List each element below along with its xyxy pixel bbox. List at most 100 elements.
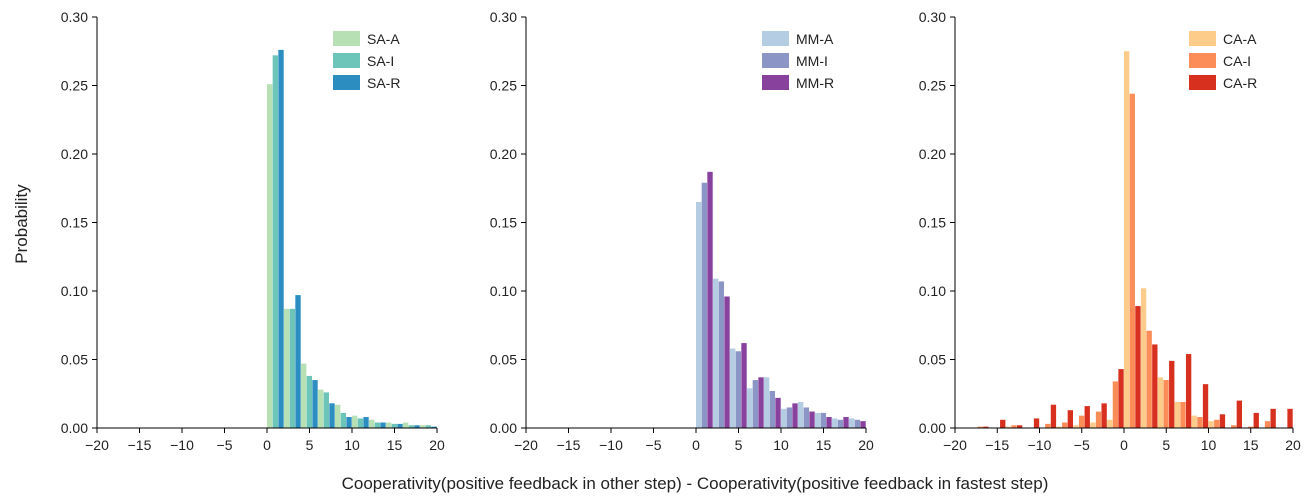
bar <box>397 423 403 428</box>
legend-label: MM-R <box>796 75 834 91</box>
bar <box>1214 419 1220 428</box>
bar <box>1185 354 1192 428</box>
x-tick-label: 15 <box>387 437 403 453</box>
x-tick-label: 20 <box>429 437 445 453</box>
bar <box>730 348 736 428</box>
bar <box>369 419 375 428</box>
x-tick-label: 0 <box>692 437 700 453</box>
bar <box>1084 406 1090 428</box>
bar <box>803 407 810 428</box>
bar <box>1067 410 1073 428</box>
bar <box>1135 306 1141 428</box>
legend-label: CA-I <box>1223 53 1251 69</box>
bar <box>826 417 832 428</box>
bar <box>318 389 324 428</box>
bar <box>815 412 821 428</box>
bar <box>1033 418 1040 428</box>
bar <box>1056 426 1062 428</box>
y-tick-label: 0.05 <box>919 352 946 368</box>
x-axis-label: Cooperativity(positive feedback in other… <box>342 474 1049 493</box>
legend: MM-A MM-I MM-R <box>762 31 834 91</box>
bar <box>1016 425 1023 428</box>
bar <box>312 380 318 428</box>
y-tick-label: 0.30 <box>61 9 88 25</box>
legend-label: CA-A <box>1223 31 1257 47</box>
bar <box>425 425 432 428</box>
x-tick-label: −10 <box>599 437 623 453</box>
bar <box>1090 422 1096 428</box>
bar <box>1169 360 1175 428</box>
x-tick-label: 10 <box>344 437 360 453</box>
bar <box>781 408 787 428</box>
bar <box>301 363 307 428</box>
legend-swatch <box>1189 53 1216 68</box>
bar <box>1191 415 1197 428</box>
y-tick-label: 0.10 <box>490 283 517 299</box>
bar <box>391 423 398 428</box>
legend-swatch <box>1189 31 1216 46</box>
legend-swatch <box>333 31 360 46</box>
bar <box>431 426 437 428</box>
panel-3: 0.00 0.05 0.10 0.15 0.20 0.25 0.30 −20 −15 −10 −5 0… <box>919 9 1301 453</box>
bar <box>809 411 815 428</box>
bar <box>741 343 747 428</box>
bar <box>1208 421 1214 428</box>
bar <box>977 426 983 428</box>
bar <box>414 425 420 428</box>
bar <box>758 377 764 428</box>
legend-label: MM-A <box>796 31 834 47</box>
legend-swatch <box>762 75 789 90</box>
x-tick-label: 20 <box>858 437 874 453</box>
y-tick-label: 0.00 <box>61 420 88 436</box>
y-tick-label: 0.30 <box>919 9 946 25</box>
x-tick-label: −20 <box>943 437 967 453</box>
bar <box>701 182 708 428</box>
y-tick-label: 0.25 <box>919 78 946 94</box>
y-tick-label: 0.25 <box>61 78 88 94</box>
x-tick-label: −15 <box>128 437 152 453</box>
legend-swatch <box>333 53 360 68</box>
x-tick-label: 10 <box>773 437 789 453</box>
bar <box>860 421 866 428</box>
bar <box>1045 423 1051 428</box>
bar <box>713 278 719 428</box>
bar <box>1247 426 1254 428</box>
bar <box>1163 380 1169 428</box>
bar <box>1011 425 1017 428</box>
y-tick-label: 0.00 <box>919 420 946 436</box>
legend-label: CA-R <box>1223 75 1257 91</box>
bar <box>1174 401 1181 428</box>
bar <box>735 351 742 428</box>
bar <box>1253 412 1259 428</box>
legend-swatch <box>333 75 360 90</box>
bar <box>335 404 341 428</box>
bar <box>775 397 781 428</box>
legend-label: SA-R <box>367 75 400 91</box>
y-tick-label: 0.15 <box>919 215 946 231</box>
y-tick-label: 0.30 <box>490 9 517 25</box>
bar <box>764 377 770 428</box>
y-tick-label: 0.05 <box>61 352 88 368</box>
bar <box>1152 344 1158 428</box>
legend: SA-A SA-I SA-R <box>333 31 400 91</box>
bar <box>289 308 296 428</box>
legend-swatch <box>762 31 789 46</box>
x-tick-label: −5 <box>646 437 662 453</box>
bar <box>1140 288 1147 428</box>
bar <box>798 401 804 428</box>
bar <box>837 419 844 428</box>
bar <box>1124 51 1130 428</box>
bar <box>1118 369 1124 428</box>
panel-2: 0.00 0.05 0.10 0.15 0.20 0.25 0.30 −20 −15 −10 −5 0… <box>490 9 874 453</box>
bar <box>284 308 290 428</box>
y-tick-label: 0.15 <box>490 215 517 231</box>
bar <box>769 391 776 428</box>
y-tick-label: 0.25 <box>490 78 517 94</box>
bar <box>718 281 725 428</box>
legend-label: SA-I <box>367 53 394 69</box>
x-tick-label: 5 <box>306 437 314 453</box>
legend-label: MM-I <box>796 53 828 69</box>
bar <box>792 403 798 428</box>
bar <box>854 419 861 428</box>
bar <box>1236 400 1242 428</box>
